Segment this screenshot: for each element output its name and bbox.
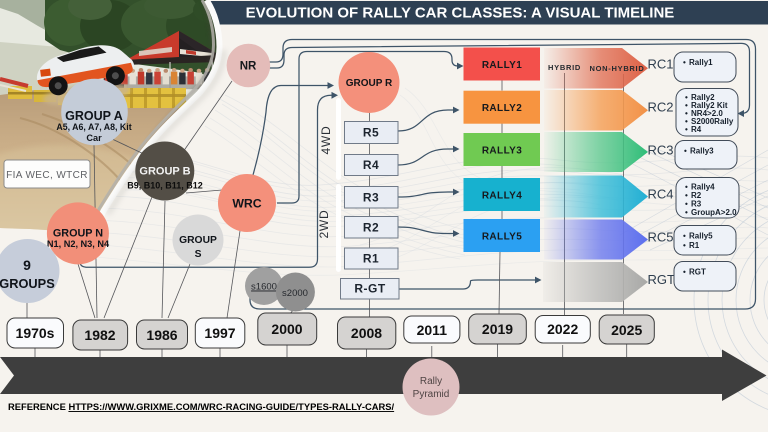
svg-text:Rally: Rally (420, 376, 442, 387)
svg-text:2WD: 2WD (317, 209, 331, 238)
svg-text:2022: 2022 (547, 321, 578, 337)
svg-text:• R1: • R1 (683, 241, 700, 250)
svg-text:GROUP R: GROUP R (346, 78, 393, 89)
svg-text:GROUPS: GROUPS (0, 276, 55, 291)
svg-text:R2: R2 (363, 221, 379, 235)
svg-text:• RGT: • RGT (683, 268, 706, 277)
svg-text:R4: R4 (363, 158, 379, 172)
svg-text:FIA WEC, WTCR: FIA WEC, WTCR (6, 170, 88, 181)
svg-text:NR: NR (240, 61, 257, 73)
svg-text:GROUP A: GROUP A (65, 109, 123, 123)
svg-text:A5, A6, A7, A8, Kit: A5, A6, A7, A8, Kit (56, 122, 131, 132)
svg-text:RALLY5: RALLY5 (482, 232, 522, 243)
svg-text:RC1: RC1 (648, 57, 674, 72)
svg-text:R-GT: R-GT (354, 282, 385, 296)
svg-text:R1: R1 (363, 252, 379, 266)
svg-text:• Rally2: • Rally2 (685, 93, 715, 102)
svg-text:• R2: • R2 (685, 191, 702, 200)
svg-text:1982: 1982 (84, 327, 115, 343)
svg-text:RC2: RC2 (648, 100, 674, 115)
svg-text:• Rally5: • Rally5 (683, 232, 713, 241)
svg-text:• NR4>2.0: • NR4>2.0 (685, 109, 723, 118)
svg-text:GROUP B: GROUP B (139, 166, 190, 178)
svg-text:2019: 2019 (482, 321, 513, 337)
svg-text:S: S (195, 249, 202, 260)
svg-text:1970s: 1970s (16, 325, 55, 341)
svg-text:WRC: WRC (232, 197, 261, 211)
svg-text:RALLY3: RALLY3 (482, 146, 522, 157)
svg-text:RGT: RGT (648, 272, 676, 287)
svg-text:RC5: RC5 (648, 230, 674, 245)
svg-text:2011: 2011 (417, 322, 448, 338)
svg-text:1986: 1986 (146, 327, 177, 343)
svg-text:RALLY1: RALLY1 (482, 60, 522, 71)
svg-text:• Rally2 Kit: • Rally2 Kit (685, 101, 728, 110)
svg-text:RALLY2: RALLY2 (482, 103, 522, 114)
svg-text:Car: Car (86, 133, 102, 143)
svg-text:Pyramid: Pyramid (413, 389, 450, 400)
svg-text:9: 9 (23, 257, 31, 273)
svg-text:B9, B10, B11, B12: B9, B10, B11, B12 (127, 181, 203, 191)
svg-text:RALLY4: RALLY4 (482, 191, 522, 202)
svg-text:2025: 2025 (611, 322, 642, 338)
svg-text:• Rally4: • Rally4 (685, 183, 715, 192)
svg-text:• S2000Rally: • S2000Rally (685, 117, 734, 126)
svg-text:GROUP: GROUP (179, 235, 217, 246)
svg-text:1997: 1997 (204, 325, 235, 341)
svg-text:s1600: s1600 (251, 282, 277, 293)
svg-text:• R4: • R4 (685, 125, 702, 134)
svg-text:• Rally3: • Rally3 (684, 147, 714, 156)
svg-text:2008: 2008 (351, 325, 382, 341)
svg-text:R5: R5 (363, 126, 379, 140)
svg-text:R3: R3 (363, 191, 379, 205)
svg-text:REFERENCE HTTPS://WWW.GRIXME.C: REFERENCE HTTPS://WWW.GRIXME.COM/WRC-RAC… (8, 401, 395, 412)
svg-text:HYBRID: HYBRID (548, 63, 581, 72)
svg-text:GROUP N: GROUP N (53, 228, 103, 240)
svg-text:2000: 2000 (271, 321, 302, 337)
svg-text:4WD: 4WD (319, 125, 333, 154)
svg-text:EVOLUTION OF RALLY CAR CLASSES: EVOLUTION OF RALLY CAR CLASSES: A VISUAL… (246, 5, 675, 22)
svg-text:NON-HYBRID: NON-HYBRID (590, 64, 645, 73)
svg-text:s2000: s2000 (282, 288, 308, 299)
svg-text:• R3: • R3 (685, 200, 702, 209)
svg-text:N1, N2, N3, N4: N1, N2, N3, N4 (47, 239, 110, 249)
svg-text:RC3: RC3 (648, 143, 674, 158)
svg-text:RC4: RC4 (648, 187, 674, 202)
svg-text:• GroupA>2.0: • GroupA>2.0 (685, 208, 737, 217)
svg-text:• Rally1: • Rally1 (683, 58, 713, 67)
